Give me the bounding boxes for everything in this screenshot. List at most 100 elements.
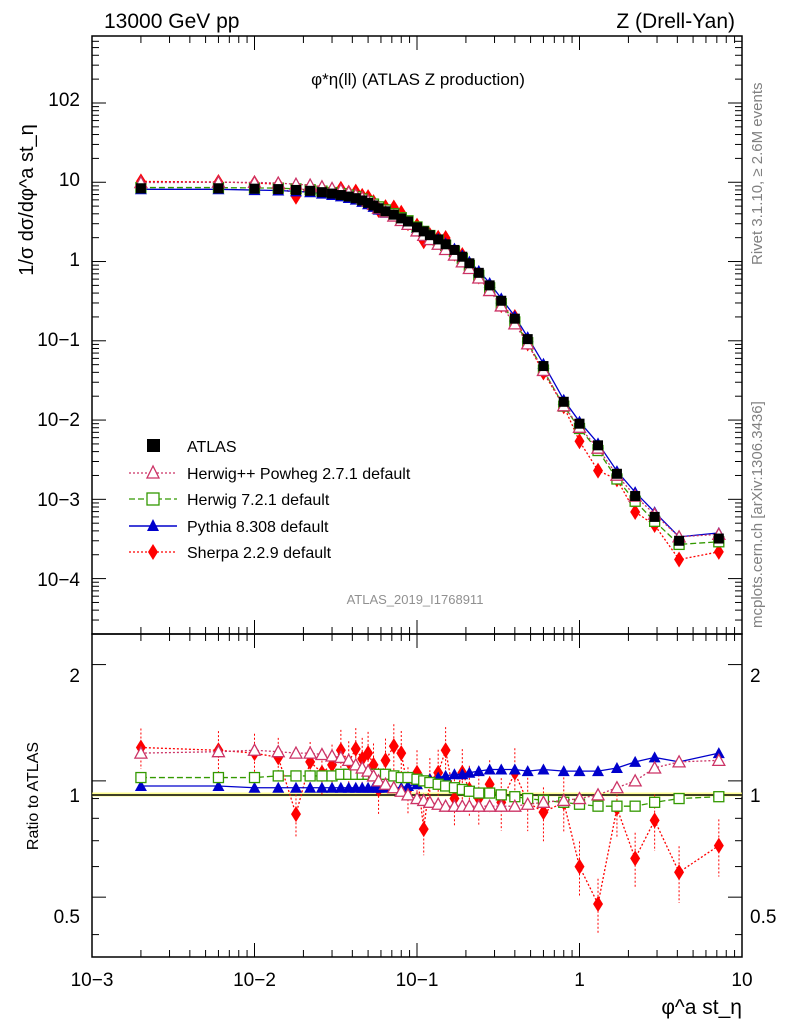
- ratio-point-herwig: [386, 780, 401, 794]
- data-point-atlas: [350, 193, 361, 204]
- ratio-point-pythia: [326, 781, 339, 793]
- ratio-point-herwig: [648, 796, 661, 808]
- ratio-point-herwig: [333, 750, 348, 764]
- ratio-point-herwig: [272, 770, 284, 782]
- ratio-point-sherpa: [574, 858, 585, 875]
- legend-label: Pythia 8.308 default: [187, 519, 329, 536]
- main-series: [133, 173, 726, 568]
- ratio-point-herwig: [135, 771, 147, 784]
- data-point-atlas: [496, 295, 507, 306]
- data-point-atlas: [357, 195, 368, 206]
- tick-labels: 10−4 10−3 10−2 10−1 1 10 102 0.5 1 2 0.5…: [37, 90, 776, 991]
- y-axis-title: 1/σ dσ/dφ^a st_η: [16, 124, 38, 276]
- ratio-point-herwig: [324, 748, 340, 762]
- ratio-tick-label-right: 0.5: [750, 907, 776, 928]
- ratio-point-herwig: [482, 798, 497, 812]
- x-tick-label: 10: [731, 970, 752, 991]
- legend-label: Herwig++ Powheg 2.7.1 default: [187, 466, 411, 483]
- ratio-point-pythia: [495, 763, 508, 775]
- ratio-point-herwig: [288, 745, 304, 759]
- data-point-sherpa: [713, 543, 724, 560]
- data-point-atlas: [412, 222, 422, 233]
- ratio-point-pythia: [483, 763, 496, 775]
- legend-label: Sherpa 2.2.9 default: [187, 545, 332, 562]
- ratio-point-herwig: [462, 798, 477, 812]
- ratio-point-sherpa: [593, 896, 604, 913]
- ratio-point-sherpa: [350, 740, 361, 757]
- ratio-point-herwig: [431, 796, 446, 810]
- ratio-tick-label-right: 2: [750, 666, 761, 687]
- data-point-atlas: [538, 361, 549, 372]
- ratio-point-herwig: [611, 800, 623, 812]
- data-point-atlas: [135, 183, 146, 194]
- ratio-point-sherpa: [418, 821, 429, 838]
- data-point-atlas: [574, 418, 585, 429]
- data-point-atlas: [593, 440, 604, 451]
- data-point-atlas: [484, 280, 495, 291]
- ratio-line-sherpa: [140, 745, 720, 907]
- ratio-point-herwig: [520, 796, 535, 810]
- plot-title: φ*η(ll) (ATLAS Z production): [311, 70, 525, 89]
- data-point-atlas: [424, 230, 435, 241]
- data-point-atlas: [396, 213, 407, 224]
- ratio-point-herwig: [316, 770, 328, 782]
- data-point-atlas: [316, 187, 327, 198]
- x-axis-title: φ^a st_η: [661, 996, 742, 1019]
- ratio-point-herwig: [422, 794, 437, 808]
- ratio-point-herwig: [463, 785, 476, 797]
- ratio-point-herwig: [438, 798, 453, 812]
- data-point-atlas: [273, 184, 284, 195]
- ratio-point-herwig: [592, 800, 604, 812]
- ratio-point-pythia: [508, 763, 521, 775]
- header-energy-label: 13000 GeV pp: [104, 10, 239, 33]
- data-point-atlas: [558, 396, 569, 407]
- data-point-atlas: [373, 203, 384, 214]
- ratio-point-herwig: [248, 771, 261, 784]
- ratio-point-herwig: [247, 742, 262, 756]
- ratio-point-sherpa: [396, 745, 407, 762]
- ratio-point-pythia: [315, 781, 328, 793]
- mcplots-text: mcplots.cern.ch [arXiv:1306.3436]: [749, 401, 766, 628]
- header-process-label: Z (Drell-Yan): [616, 10, 735, 33]
- ratio-point-pythia: [648, 751, 661, 763]
- x-tick-label: 10−2: [233, 970, 276, 991]
- data-point-atlas: [363, 197, 374, 208]
- ratio-point-pythia: [212, 779, 225, 791]
- ratio-point-herwig: [371, 773, 386, 787]
- ratio-point-sherpa: [630, 850, 641, 867]
- data-point-atlas: [674, 535, 685, 546]
- ratio-point-herwig: [473, 787, 485, 799]
- y-tick-label: 10−4: [37, 570, 80, 591]
- ratio-point-herwig: [536, 794, 551, 808]
- ratio-point-herwig: [314, 747, 330, 761]
- data-point-atlas: [464, 258, 475, 269]
- ratio-point-herwig: [628, 773, 643, 787]
- ratio-point-pythia: [557, 765, 570, 777]
- ratio-point-pythia: [439, 769, 452, 781]
- ratio-point-sherpa: [538, 804, 549, 821]
- ratio-point-pythia: [472, 765, 485, 777]
- data-point-atlas: [380, 206, 391, 217]
- ratio-tick-label: 0.5: [54, 907, 80, 928]
- ratio-point-pythia: [629, 755, 642, 767]
- ratio-axis-title: Ratio to ATLAS: [25, 742, 42, 850]
- ratio-point-pythia: [712, 747, 725, 759]
- data-point-atlas: [388, 209, 399, 220]
- ratio-point-pythia: [334, 781, 347, 793]
- ratio-point-herwig: [494, 798, 509, 812]
- ratio-point-herwig: [271, 744, 286, 758]
- data-point-atlas: [440, 239, 451, 250]
- y-tick-label: 10−1: [37, 330, 80, 351]
- ratio-point-pythia: [248, 781, 261, 793]
- ratio-point-pythia: [521, 765, 534, 777]
- data-point-atlas: [522, 334, 533, 345]
- data-point-atlas: [335, 190, 346, 201]
- data-point-sherpa: [593, 462, 604, 479]
- ratio-point-herwig: [671, 754, 687, 768]
- ratio-point-pythia: [272, 781, 285, 793]
- data-point-atlas: [290, 184, 301, 195]
- ratio-point-herwig: [590, 787, 606, 801]
- x-tick-label: 10−1: [396, 970, 439, 991]
- ratio-point-herwig: [609, 780, 625, 794]
